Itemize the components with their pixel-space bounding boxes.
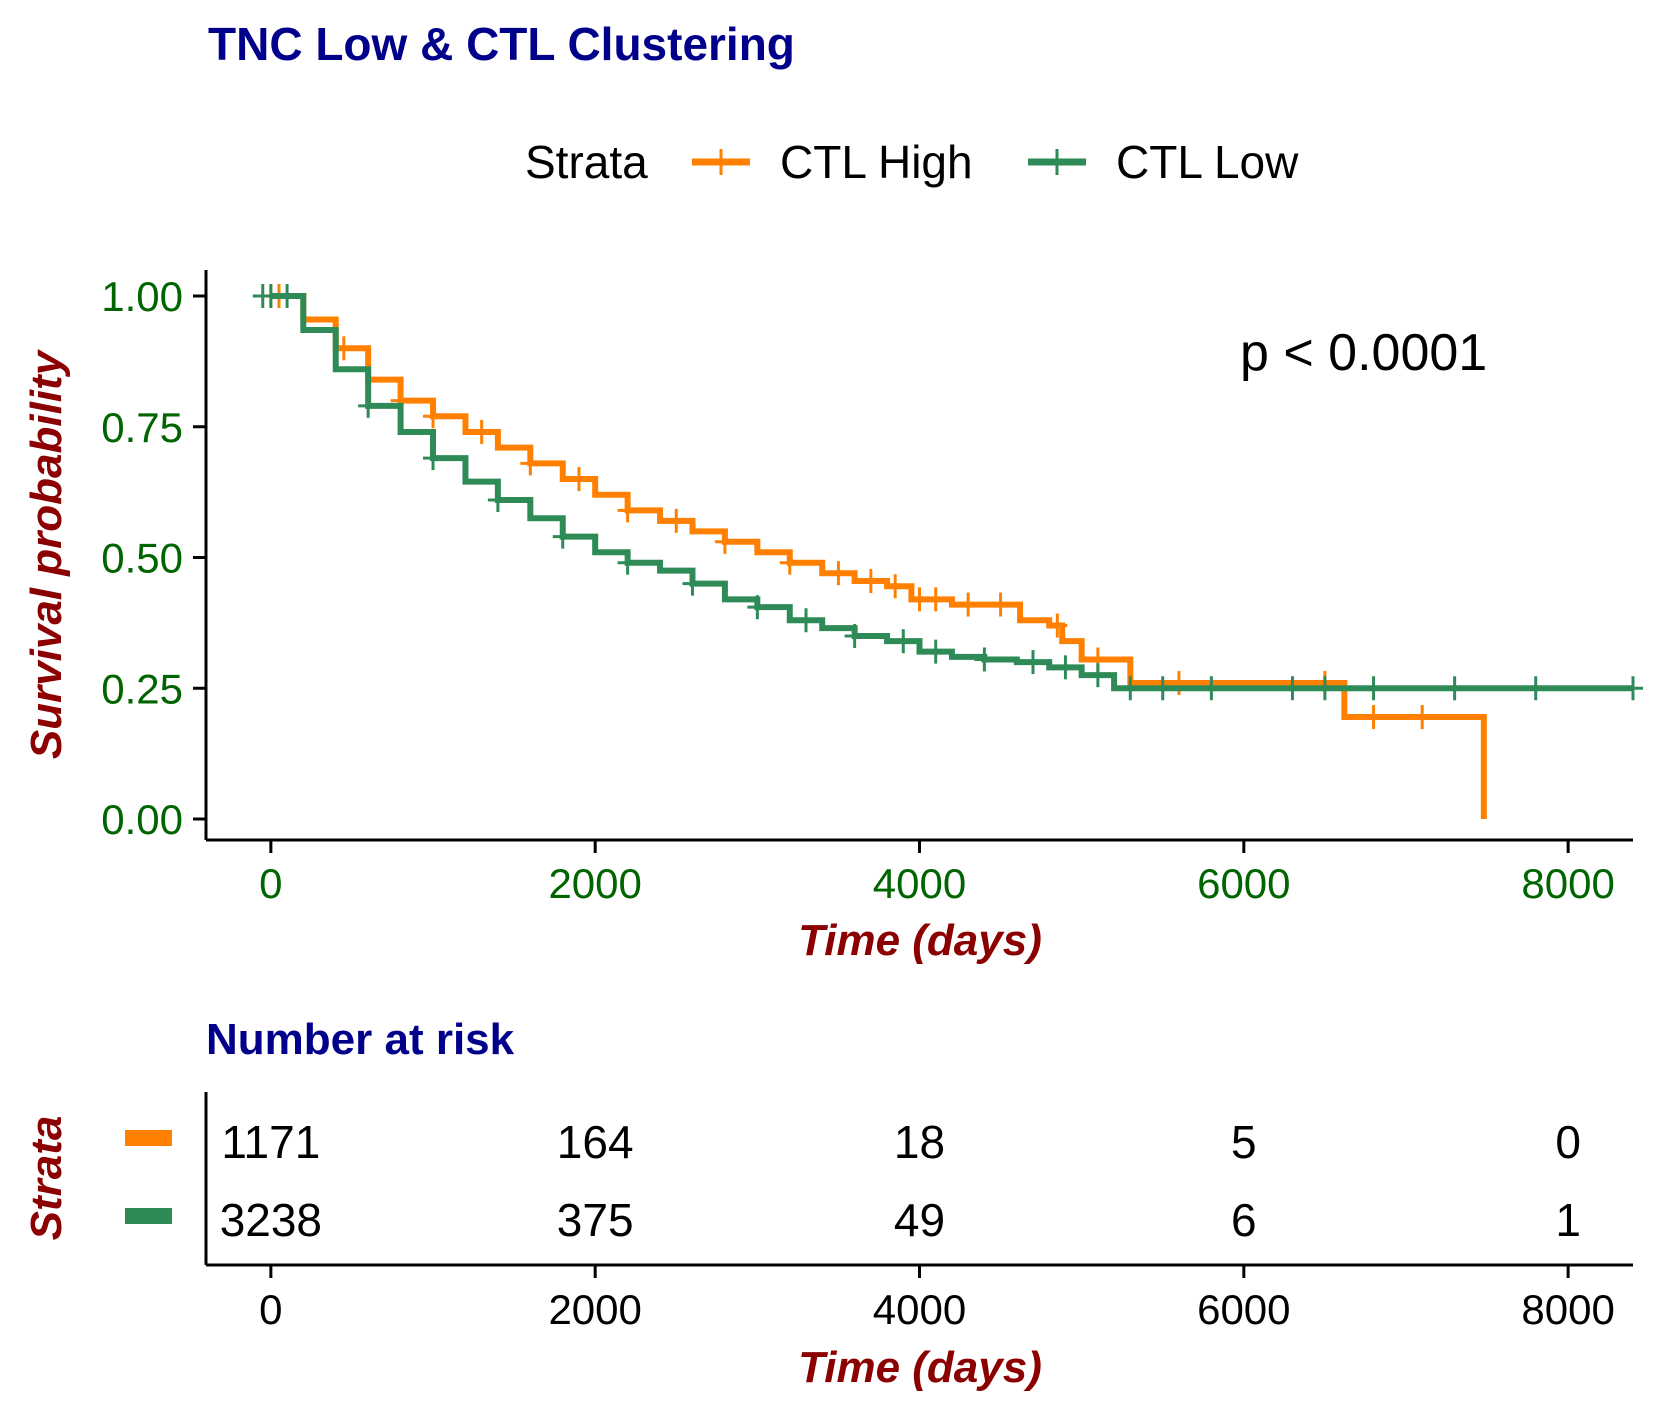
risk-value: 1171 bbox=[221, 1116, 320, 1168]
risk-value: 6 bbox=[1231, 1194, 1257, 1246]
series-line-ctl-low bbox=[270, 293, 1633, 692]
legend-label-ctl-low: CTL Low bbox=[1116, 136, 1299, 188]
risk-value: 18 bbox=[894, 1116, 945, 1168]
legend-label-ctl-high: CTL High bbox=[780, 136, 973, 188]
risk-x-tick-label: 4000 bbox=[873, 1286, 966, 1333]
km-plot: 0.00 0.25 0.50 0.75 1.00 0 2000 4000 6000 8000 S… bbox=[22, 270, 1643, 965]
risk-value: 49 bbox=[894, 1194, 945, 1246]
y-ticks: 0.00 0.25 0.50 0.75 1.00 bbox=[101, 273, 206, 843]
y-tick-label: 0.25 bbox=[101, 665, 183, 712]
risk-value: 3238 bbox=[220, 1194, 322, 1246]
p-value-annotation: p < 0.0001 bbox=[1240, 324, 1487, 382]
risk-x-ticks: 0 2000 4000 6000 8000 bbox=[259, 1265, 1615, 1333]
chart-title: TNC Low & CTL Clustering bbox=[208, 18, 795, 70]
risk-table: Number at risk Strata 1171 164 18 5 0 3238 375… bbox=[22, 1015, 1633, 1392]
risk-values: 1171 164 18 5 0 3238 375 49 6 1 bbox=[220, 1116, 1581, 1246]
legend-title: Strata bbox=[525, 136, 648, 188]
risk-value: 0 bbox=[1555, 1116, 1581, 1168]
x-tick-label: 4000 bbox=[873, 860, 966, 907]
risk-x-tick-label: 2000 bbox=[548, 1286, 641, 1333]
risk-value: 164 bbox=[557, 1116, 634, 1168]
risk-x-axis-label: Time (days) bbox=[798, 1343, 1042, 1392]
legend-key-ctl-low bbox=[1028, 149, 1086, 175]
risk-y-axis-label: Strata bbox=[22, 1116, 71, 1241]
y-tick-label: 0.75 bbox=[101, 404, 183, 451]
risk-value: 1 bbox=[1555, 1194, 1581, 1246]
y-tick-label: 0.00 bbox=[101, 796, 183, 843]
x-tick-label: 6000 bbox=[1197, 860, 1290, 907]
survival-curves bbox=[252, 284, 1643, 819]
risk-value: 5 bbox=[1231, 1116, 1257, 1168]
x-tick-label: 8000 bbox=[1521, 860, 1614, 907]
risk-table-title: Number at risk bbox=[206, 1015, 515, 1064]
risk-x-tick-label: 8000 bbox=[1521, 1286, 1614, 1333]
y-tick-label: 0.50 bbox=[101, 535, 183, 582]
risk-x-tick-label: 0 bbox=[259, 1286, 282, 1333]
risk-x-tick-label: 6000 bbox=[1197, 1286, 1290, 1333]
risk-value: 375 bbox=[557, 1194, 634, 1246]
y-tick-label: 1.00 bbox=[101, 273, 183, 320]
y-axis-label: Survival probability bbox=[22, 348, 71, 759]
legend-key-ctl-high bbox=[692, 149, 750, 175]
x-tick-label: 0 bbox=[259, 860, 282, 907]
x-axis-label: Time (days) bbox=[798, 916, 1042, 965]
x-ticks: 0 2000 4000 6000 8000 bbox=[259, 840, 1615, 907]
x-tick-label: 2000 bbox=[548, 860, 641, 907]
legend: Strata CTL High CTL Low bbox=[525, 136, 1299, 188]
